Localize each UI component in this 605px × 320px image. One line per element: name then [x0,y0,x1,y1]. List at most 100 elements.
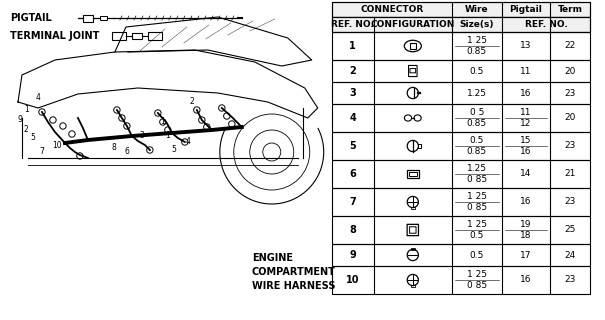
Text: 6: 6 [125,148,129,156]
Text: 1 25: 1 25 [467,220,487,229]
Text: 21: 21 [564,170,575,179]
Text: 8: 8 [349,225,356,235]
Text: 13: 13 [520,42,532,51]
Text: 14: 14 [520,170,532,179]
Text: 4: 4 [349,113,356,123]
Bar [112,32,126,40]
Text: 5: 5 [171,146,176,155]
Text: 20: 20 [564,114,575,123]
Text: Wire: Wire [465,5,489,14]
Text: 9: 9 [18,116,22,124]
Bar [411,248,414,250]
Bar [332,82,590,104]
Text: 7: 7 [349,197,356,207]
Text: REF. NO.: REF. NO. [525,20,567,29]
Text: 1: 1 [25,106,30,115]
Text: 1: 1 [166,131,170,140]
Text: 18: 18 [520,231,532,240]
Text: 25: 25 [564,226,575,235]
Text: Term: Term [557,5,583,14]
Text: 1: 1 [160,117,165,126]
Text: 0.85: 0.85 [467,119,487,128]
Text: 15: 15 [520,136,532,145]
Bar [332,2,590,17]
Text: PIGTAIL: PIGTAIL [10,13,52,23]
Text: 1 25: 1 25 [467,270,487,279]
Bar [132,33,142,39]
Bar [411,207,414,209]
Text: 16: 16 [520,89,532,98]
Bar [332,188,590,216]
Text: 2: 2 [349,66,356,76]
Text: REF. NO.: REF. NO. [332,20,374,29]
Text: 23: 23 [564,197,575,206]
Text: 2: 2 [24,125,28,134]
Text: 1 25: 1 25 [467,192,487,201]
Text: 3: 3 [349,88,356,98]
Text: 11: 11 [520,67,532,76]
Bar [411,285,414,287]
Text: 5: 5 [349,141,356,151]
Text: 11: 11 [520,108,532,117]
Bar [418,144,421,148]
Text: TERMINAL JOINT: TERMINAL JOINT [10,31,99,41]
Text: 0 85: 0 85 [467,281,487,290]
Bar [332,266,590,294]
Text: 1 25: 1 25 [467,36,487,45]
Text: 0.5: 0.5 [469,67,484,76]
Text: 12: 12 [520,119,532,128]
Bar [410,43,416,49]
Bar [332,104,590,132]
Text: 3: 3 [139,132,145,140]
Text: 22: 22 [564,42,575,51]
Text: 1.25: 1.25 [467,164,487,173]
Bar [332,216,590,244]
Text: 19: 19 [520,220,532,229]
Text: 0.85: 0.85 [467,47,487,56]
Bar [332,17,590,32]
Text: Size(s): Size(s) [460,20,494,29]
Text: 5: 5 [30,133,36,142]
Bar [332,244,590,266]
Text: 6: 6 [349,169,356,179]
Text: 23: 23 [564,276,575,284]
Text: 10: 10 [346,275,359,285]
Text: 9: 9 [349,250,356,260]
Text: ENGINE
COMPARTMENT
WIRE HARNESS: ENGINE COMPARTMENT WIRE HARNESS [252,253,336,291]
Bar [332,160,590,188]
Bar [332,132,590,160]
Text: 1.25: 1.25 [467,89,487,98]
Text: 4: 4 [36,93,41,102]
Bar [407,170,419,178]
Bar [332,2,590,17]
Text: Pigtail: Pigtail [509,5,542,14]
Text: 0.5: 0.5 [469,136,484,145]
Text: 16: 16 [520,276,532,284]
Text: 17: 17 [520,251,532,260]
Bar [83,14,93,21]
Text: 0.5: 0.5 [469,251,484,260]
Text: 7: 7 [39,148,44,156]
Text: 1: 1 [349,41,356,51]
Bar [332,60,590,82]
Text: 8: 8 [111,143,116,153]
Text: 0.5: 0.5 [469,231,484,240]
Text: 0 85: 0 85 [467,175,487,184]
Text: 0.85: 0.85 [467,147,487,156]
Text: 0 85: 0 85 [467,203,487,212]
Text: 16: 16 [520,197,532,206]
Bar [100,16,107,20]
Bar [409,172,417,176]
Text: 0 5: 0 5 [469,108,484,117]
Text: 23: 23 [564,89,575,98]
Text: 10: 10 [52,141,62,150]
Text: CONNECTOR: CONNECTOR [360,5,423,14]
Text: 2: 2 [189,98,194,107]
Text: 23: 23 [564,141,575,150]
Bar [332,17,590,32]
Text: 20: 20 [564,67,575,76]
Text: 24: 24 [564,251,575,260]
Bar [332,32,590,60]
Text: 4: 4 [185,138,191,147]
Text: 16: 16 [520,147,532,156]
